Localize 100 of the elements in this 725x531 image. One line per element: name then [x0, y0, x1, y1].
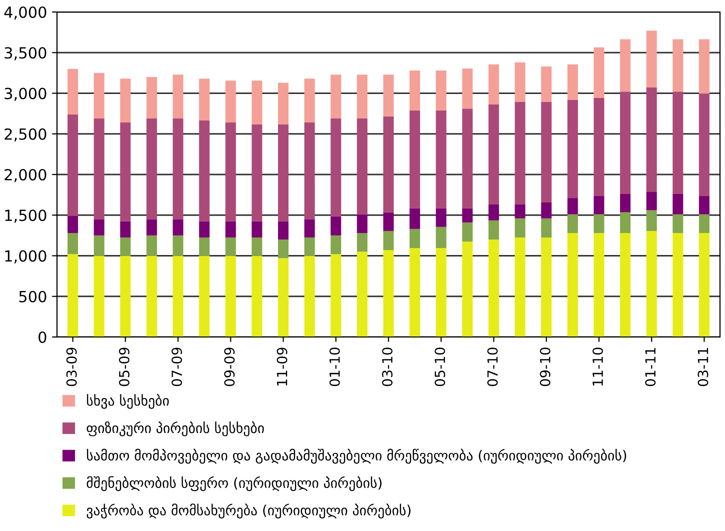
- bar: [94, 235, 104, 256]
- bar: [172, 74, 184, 118]
- bar: [698, 233, 710, 337]
- bar: [383, 230, 394, 250]
- legend-label: ვაჭრობა და მომსახურება (იურიდიული პირების): [86, 504, 410, 518]
- bar: [567, 198, 578, 214]
- bar: [330, 118, 342, 216]
- bar: [356, 74, 368, 118]
- bar: [199, 221, 210, 238]
- bar: [278, 240, 289, 258]
- y-tick-label: 500: [19, 290, 46, 302]
- bar: [620, 39, 631, 92]
- bar: [68, 233, 78, 254]
- bar: [225, 256, 236, 337]
- bar: [410, 110, 420, 208]
- bar: [199, 256, 210, 337]
- y-tick-label: 3,000: [4, 88, 46, 101]
- bar: [120, 221, 131, 238]
- bar: [356, 233, 368, 252]
- bar: [330, 235, 342, 254]
- bar: [514, 204, 526, 218]
- y-tick-label: 1,500: [5, 210, 46, 223]
- x-tick-label: 09-10: [540, 348, 550, 386]
- bar: [304, 78, 315, 122]
- bar: [383, 250, 394, 337]
- bar: [225, 80, 236, 122]
- bar: [383, 212, 394, 231]
- bar: [594, 47, 604, 98]
- bar: [567, 100, 578, 198]
- bar: [462, 68, 473, 109]
- bar: [252, 237, 262, 256]
- bar: [541, 218, 552, 238]
- bar: [462, 242, 473, 337]
- y-tick-label: 4,000: [4, 6, 46, 20]
- bar: [698, 196, 710, 214]
- bar: [541, 202, 552, 218]
- bar: [514, 62, 526, 102]
- bar: [646, 88, 657, 192]
- bar: [410, 70, 420, 110]
- bar: [383, 74, 394, 116]
- bar: [199, 78, 210, 120]
- bar: [94, 219, 104, 236]
- bar: [120, 237, 131, 256]
- y-tick-label: 2,000: [4, 168, 46, 182]
- bar: [488, 104, 499, 204]
- bar: [199, 237, 210, 256]
- bar: [172, 219, 184, 236]
- bar: [594, 98, 604, 196]
- bar: [410, 248, 420, 337]
- bar: [330, 74, 342, 118]
- bar: [672, 214, 684, 233]
- bar: [172, 118, 184, 220]
- x-tick-label: 03-11: [698, 348, 708, 386]
- bar: [225, 221, 236, 238]
- x-tick-label: 05-09: [118, 348, 130, 386]
- bar: [199, 120, 210, 222]
- bar: [94, 72, 104, 118]
- bar: [646, 30, 657, 88]
- bar: [646, 192, 657, 210]
- bar: [672, 92, 684, 194]
- bar: [462, 208, 473, 222]
- x-tick-label: 07-09: [172, 348, 182, 386]
- bar: [620, 194, 631, 212]
- x-tick-label: 01-10: [329, 348, 340, 386]
- bar: [330, 254, 342, 337]
- bar: [356, 252, 368, 337]
- bar: [594, 233, 604, 337]
- y-tick-label: 1,000: [5, 250, 46, 264]
- bar: [488, 64, 499, 104]
- bar: [646, 210, 657, 231]
- bar: [488, 240, 499, 337]
- bar: [436, 226, 446, 248]
- bar: [252, 221, 262, 238]
- bar: [278, 124, 289, 222]
- x-tick-label: 09-09: [224, 348, 235, 386]
- bar: [225, 122, 236, 222]
- bar: [672, 39, 684, 92]
- x-tick-label: 11-09: [276, 348, 288, 386]
- bar: [646, 230, 657, 337]
- bar: [120, 122, 131, 222]
- x-tick-label: 03-10: [382, 348, 393, 386]
- bar: [488, 204, 499, 220]
- bar: [410, 228, 420, 248]
- y-tick-label: 3,500: [4, 47, 46, 60]
- legend-label: სამთო მომპოვებელი და გადამამუშავებელი მრეწველობა (იურიდიული პირების): [86, 448, 626, 464]
- bar: [541, 237, 552, 337]
- legend-label: მშენებლობის სფერო (იურიდიული პირების): [86, 476, 382, 492]
- bar: [436, 208, 446, 227]
- bar: [567, 214, 578, 233]
- bar: [252, 80, 262, 125]
- bar: [514, 237, 526, 337]
- bar: [172, 256, 184, 337]
- bar: [278, 82, 289, 125]
- bar: [698, 214, 710, 233]
- bar: [225, 237, 236, 256]
- bar: [172, 235, 184, 256]
- legend-label: სხვა სესხები: [86, 394, 169, 409]
- legend-label: ფიზიკური პირების სესხები: [86, 421, 264, 436]
- y-tick-label: 0: [38, 331, 46, 344]
- bar: [146, 235, 157, 256]
